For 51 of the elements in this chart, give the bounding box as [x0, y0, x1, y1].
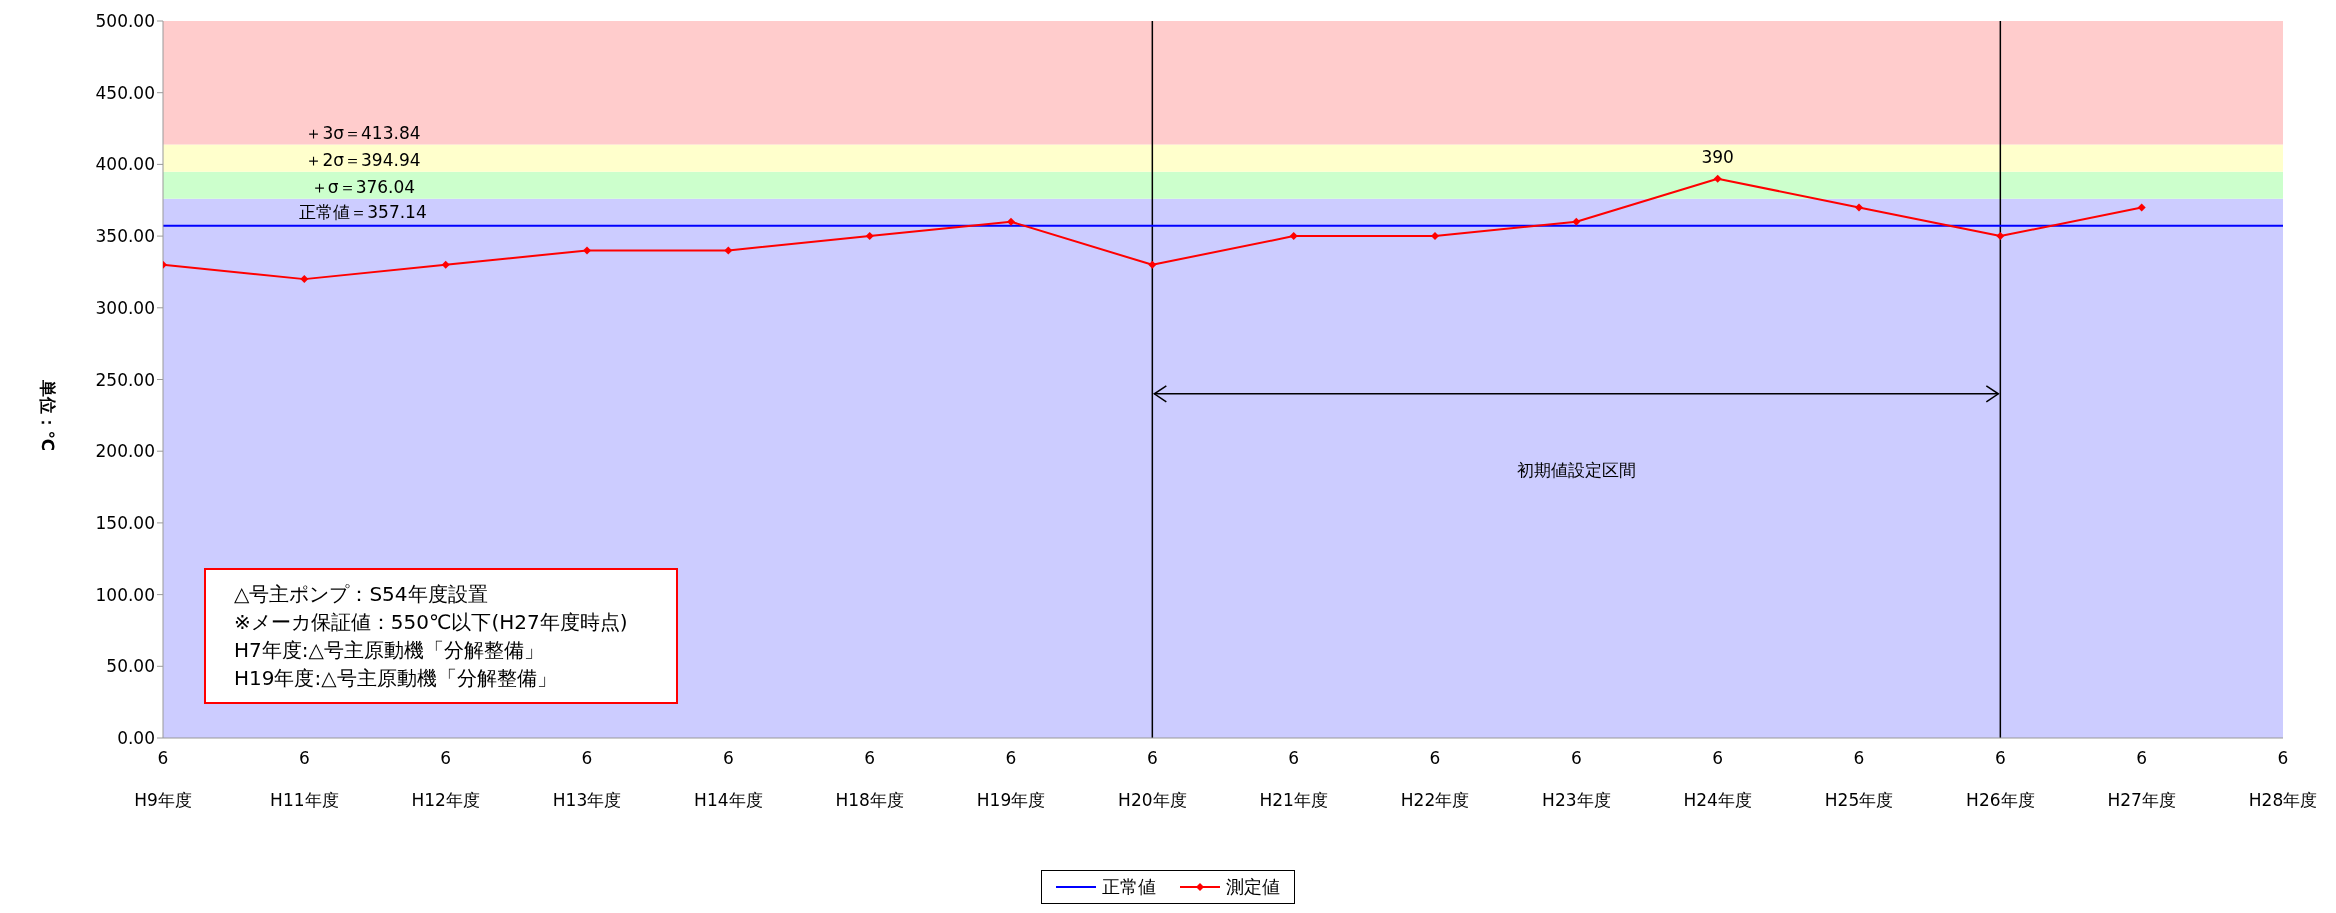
y-tick-label: 300.00 — [95, 297, 155, 318]
y-tick-label: 450.00 — [95, 82, 155, 103]
data-label: 390 — [1701, 146, 1734, 167]
annotation: 正常値＝357.14 — [299, 201, 427, 222]
point — [300, 275, 309, 284]
category-label: 6 H12年度 — [411, 748, 480, 810]
annotation: 初期値設定区間 — [1516, 459, 1636, 480]
y-tick-label: 400.00 — [95, 154, 155, 175]
y-tick-label: 100.00 — [95, 584, 155, 605]
point — [583, 246, 591, 255]
band-label: ＋3σ＝413.84 — [305, 122, 421, 143]
y-tick-label: 0.00 — [117, 728, 155, 749]
category-label: 6 H18年度 — [835, 748, 904, 810]
band-label: ＋2σ＝394.94 — [305, 149, 421, 170]
category-label: 6 H19年度 — [976, 748, 1046, 810]
legend-label: 測定値 — [1226, 875, 1280, 899]
y-axis-title: 単位：℃ — [37, 378, 58, 452]
point — [865, 232, 874, 241]
legend-label: 正常値 — [1102, 875, 1156, 899]
category-label: 6 H20年度 — [1118, 748, 1187, 810]
y-tick-label: 350.00 — [95, 226, 155, 247]
y-tick-label: 500.00 — [95, 11, 155, 32]
point — [2137, 203, 2146, 212]
point — [1996, 232, 2005, 241]
point — [1713, 174, 1722, 183]
category-label: 6 H23年度 — [1542, 748, 1611, 810]
category-label: 6 H25年度 — [1824, 748, 1894, 810]
category-label: 6 H14年度 — [694, 748, 763, 810]
category-label: 6 H24年度 — [1683, 748, 1752, 810]
y-tick-label: 150.00 — [95, 512, 155, 533]
category-label: 6 H11年度 — [270, 748, 339, 810]
y-tick-label: 250.00 — [95, 369, 155, 390]
category-label: 6 H22年度 — [1400, 748, 1470, 810]
category-label: 6 H26年度 — [1966, 748, 2035, 810]
point — [1431, 232, 1439, 241]
category-label: 6 H28年度 — [2248, 748, 2318, 810]
category-label: 6 H21年度 — [1259, 748, 1328, 810]
y-tick-label: 50.00 — [106, 656, 155, 677]
category-label: 6 H9年度 — [134, 748, 192, 810]
point — [1855, 203, 1863, 212]
band-label: ＋σ＝376.04 — [310, 176, 416, 197]
note-box: △号主ポンプ：S54年度設置 ※メーカ保証値：550℃以下(H27年度時点) H7年度:△号主原動機「分解整備」 H19年度:△号主原動機「分解整備」 — [204, 568, 678, 704]
y-tick-label: 200.00 — [95, 441, 155, 462]
point — [1007, 217, 1015, 226]
point — [441, 260, 450, 269]
category-label: 6 H27年度 — [2107, 748, 2176, 810]
point — [724, 246, 733, 255]
point — [1572, 217, 1581, 226]
point — [1289, 232, 1298, 241]
category-label: 6 H13年度 — [552, 748, 622, 810]
point — [1148, 260, 1157, 269]
